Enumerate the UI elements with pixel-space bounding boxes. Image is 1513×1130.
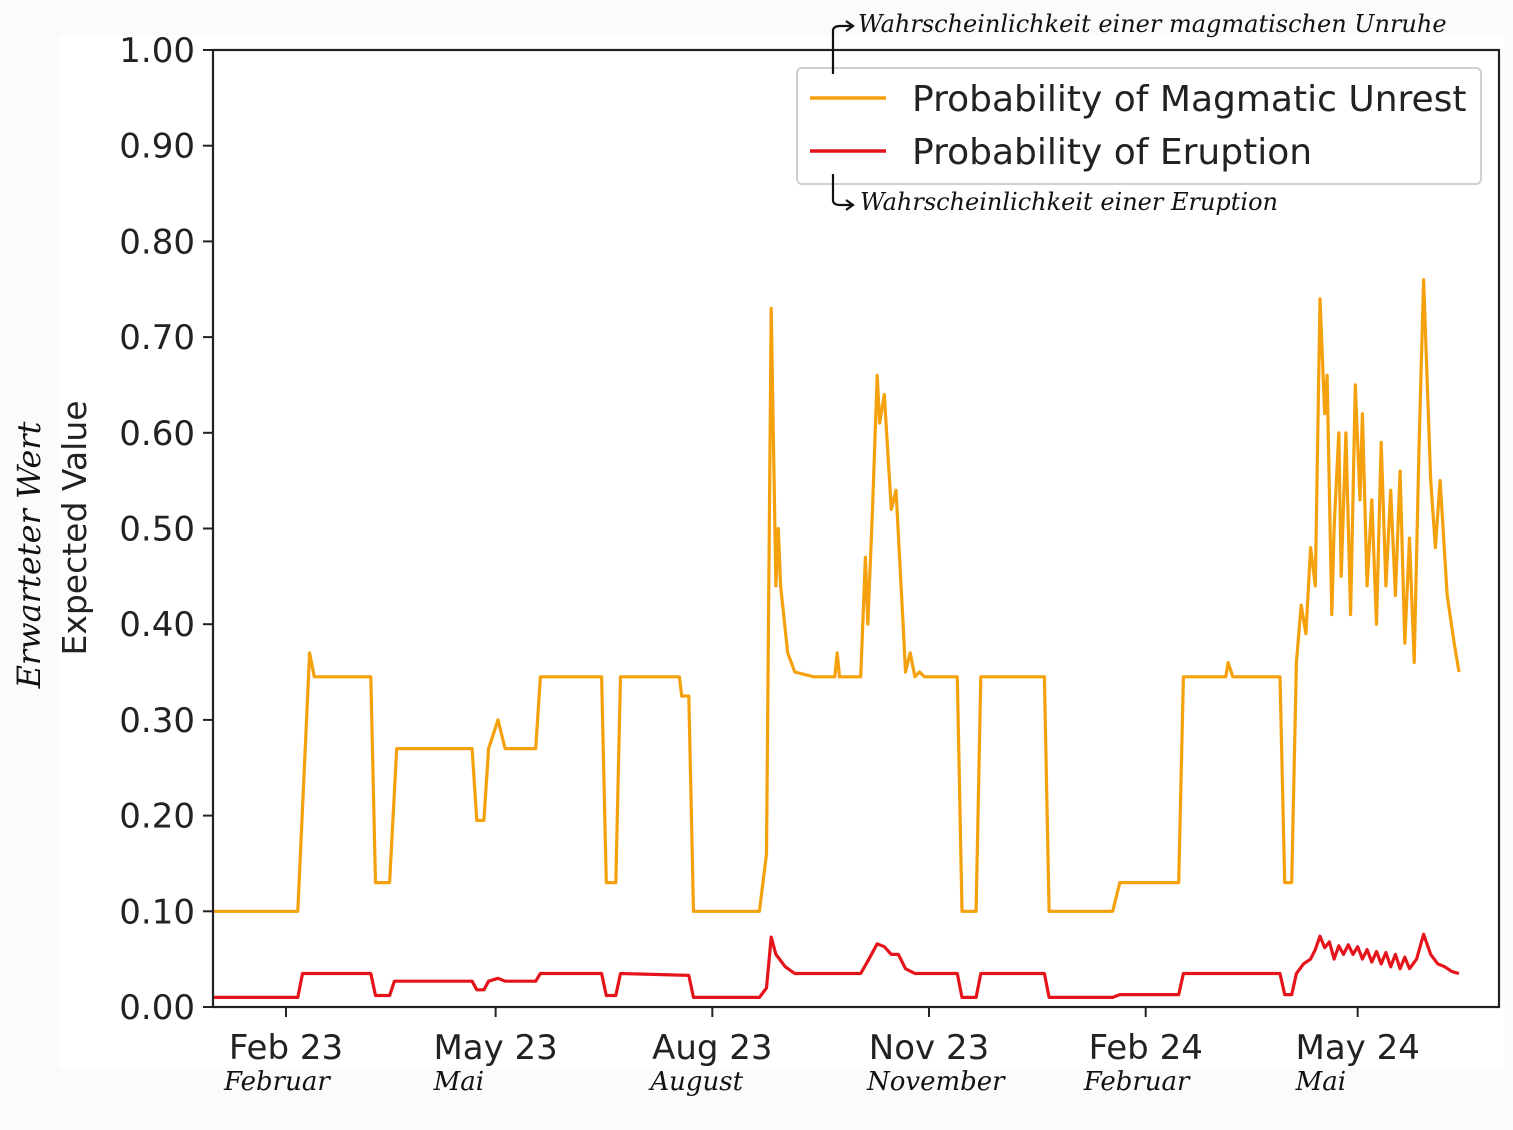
- x-tick-translation: August: [648, 1067, 743, 1097]
- x-tick-translation: Mai: [1295, 1067, 1346, 1097]
- annotation-eruption: Wahrscheinlichkeit einer Eruption: [831, 174, 1278, 216]
- x-tick-translation: Februar: [223, 1067, 331, 1097]
- y-axis-title-translation: Erwarteter Wert: [10, 421, 48, 689]
- annotation-unrest: Wahrscheinlichkeit einer magmatischen Un…: [831, 10, 1447, 74]
- x-tick-translation: Mai: [433, 1067, 484, 1097]
- x-tick-translation: November: [866, 1067, 1006, 1097]
- annotation-arrow-icon: [831, 20, 855, 74]
- x-tick-label: Feb 24: [1089, 1028, 1203, 1068]
- y-tick-label: 1.00: [119, 31, 195, 71]
- y-tick-label: 0.90: [119, 127, 195, 167]
- y-tick-label: 0.30: [119, 701, 195, 741]
- y-axis-title: Expected Value: [55, 400, 94, 655]
- y-tick-label: 0.10: [119, 892, 195, 932]
- series-line-eruption: [213, 932, 1460, 999]
- annotation-text-unrest: Wahrscheinlichkeit einer magmatischen Un…: [858, 10, 1447, 38]
- annotation-text-eruption: Wahrscheinlichkeit einer Eruption: [860, 188, 1278, 216]
- legend-label-eruption: Probability of Eruption: [912, 132, 1312, 173]
- y-tick-label: 0.80: [119, 222, 195, 262]
- x-tick-translation: Februar: [1083, 1067, 1191, 1097]
- legend: Probability of Magmatic Unrest Probabili…: [796, 67, 1482, 185]
- annotation-arrow-icon: [831, 174, 855, 211]
- legend-box: [796, 67, 1482, 185]
- plot-frame: [211, 48, 1501, 1009]
- x-tick-label: Nov 23: [869, 1028, 989, 1068]
- y-tick-label: 0.00: [119, 988, 195, 1028]
- y-tick-label: 0.60: [119, 414, 195, 454]
- x-tick-label: May 23: [433, 1028, 557, 1068]
- y-tick-label: 0.70: [119, 318, 195, 358]
- x-tick-label: May 24: [1295, 1028, 1419, 1068]
- y-tick-label: 0.50: [119, 510, 195, 550]
- series-line-magmatic-unrest: [213, 278, 1461, 913]
- x-tick-label: Aug 23: [652, 1028, 772, 1068]
- legend-label-magmatic-unrest: Probability of Magmatic Unrest: [912, 79, 1467, 120]
- y-tick-label: 0.20: [119, 797, 195, 837]
- y-tick-label: 0.40: [119, 605, 195, 645]
- figure-background: [60, 36, 1504, 1068]
- x-tick-label: Feb 23: [229, 1028, 343, 1068]
